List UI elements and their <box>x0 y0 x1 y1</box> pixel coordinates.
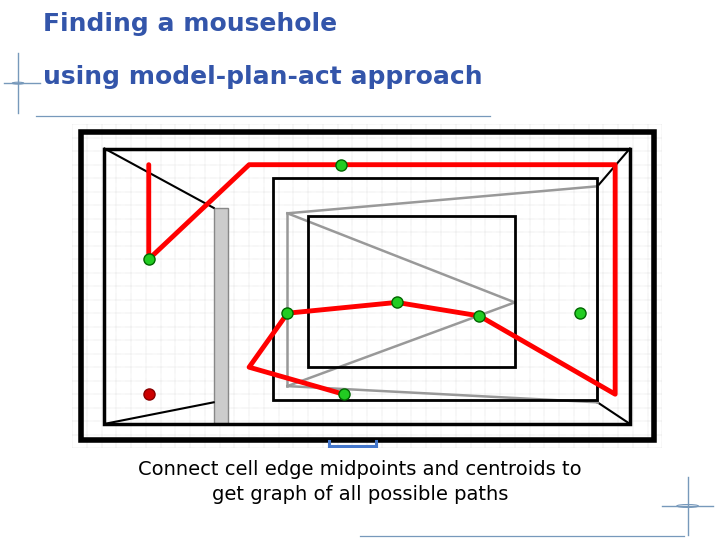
Text: Finding a mousehole: Finding a mousehole <box>43 12 338 36</box>
Text: Connect cell edge midpoints and centroids to
get graph of all possible paths: Connect cell edge midpoints and centroid… <box>138 460 582 504</box>
Bar <box>104 148 630 424</box>
Bar <box>273 178 598 400</box>
Bar <box>214 208 228 424</box>
Text: using model-plan-act approach: using model-plan-act approach <box>43 65 483 89</box>
Bar <box>308 216 515 367</box>
